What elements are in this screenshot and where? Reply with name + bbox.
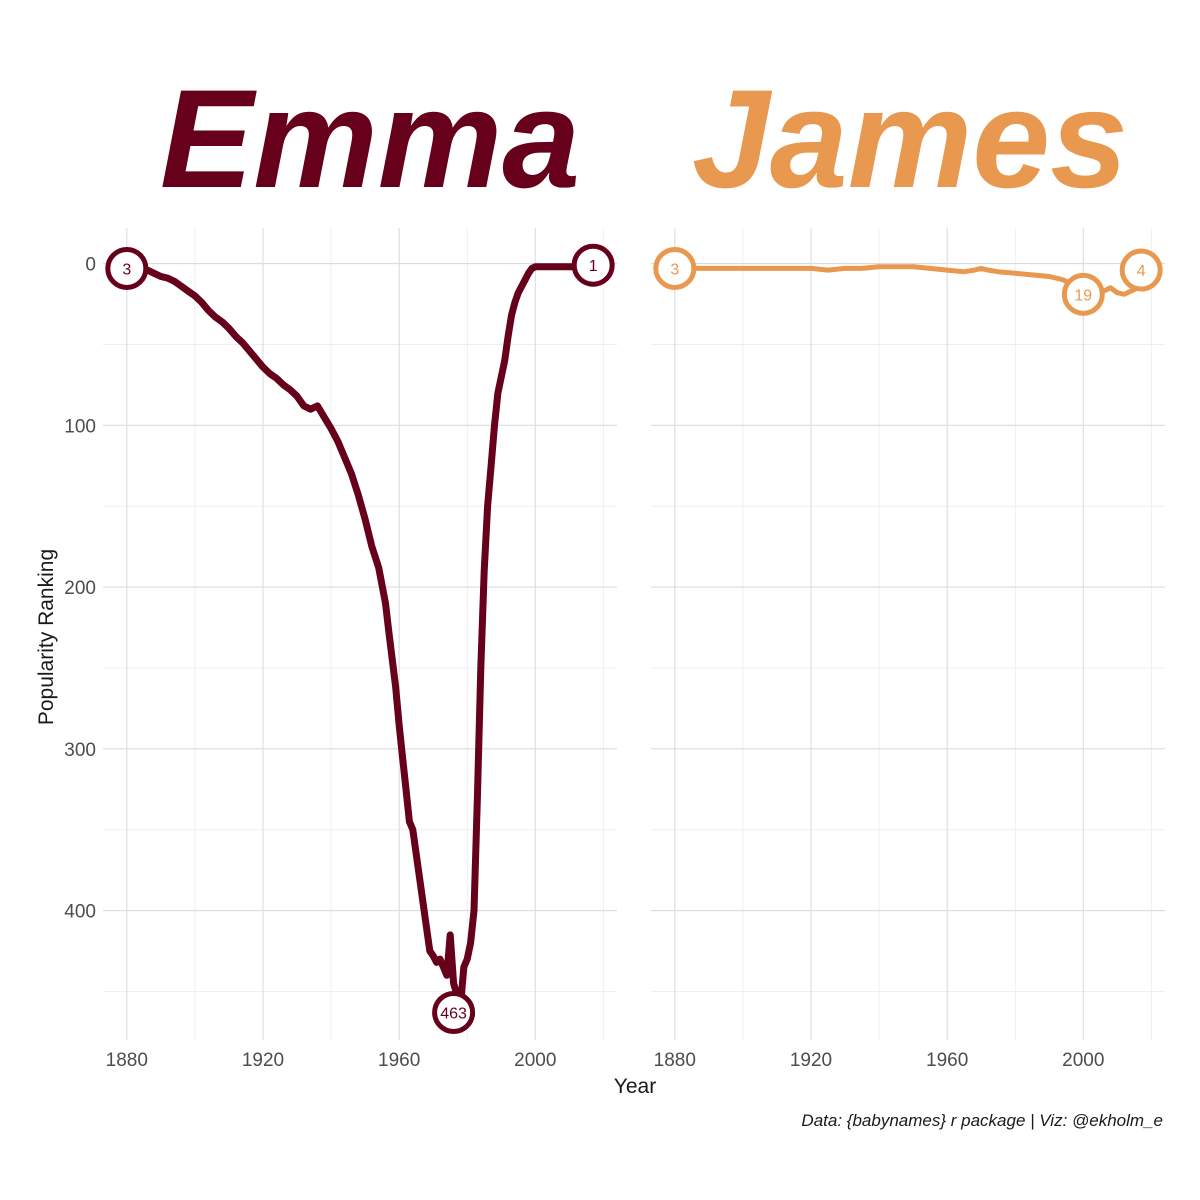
y-tick-label: 100 <box>64 416 96 437</box>
annotation-label: 19 <box>1074 287 1092 304</box>
emma-gridlines <box>103 228 617 1040</box>
annotation-marker <box>571 243 615 287</box>
x-tick-label: 1960 <box>926 1050 968 1071</box>
james-gridlines <box>651 228 1165 1040</box>
annotation-label: 3 <box>122 261 131 278</box>
james-panel: James 1880 1920 1960 2000 3 19 4 <box>651 60 1165 1071</box>
emma-x-ticks: 1880 1920 1960 2000 <box>106 1050 557 1071</box>
annotation-label: 463 <box>440 1006 467 1023</box>
x-tick-label: 1920 <box>790 1050 832 1071</box>
emma-title: Emma <box>160 60 580 217</box>
y-tick-label: 0 <box>85 255 96 276</box>
emma-panel: Emma 1880 1920 1960 2000 0 100 200 300 400 3 463… <box>64 60 617 1071</box>
annotation-label: 1 <box>589 258 598 275</box>
x-tick-label: 1880 <box>654 1050 696 1071</box>
caption: Data: {babynames} r package | Viz: @ekho… <box>801 1111 1163 1130</box>
y-tick-label: 200 <box>64 578 96 599</box>
annotation-marker <box>1061 272 1105 316</box>
y-tick-label: 400 <box>64 902 96 923</box>
annotation-label: 4 <box>1137 263 1146 280</box>
y-axis-title: Popularity Ranking <box>35 549 58 725</box>
annotation-marker <box>653 246 697 290</box>
annotation-marker <box>1119 248 1163 292</box>
james-series-line <box>672 264 1144 297</box>
x-tick-label: 1920 <box>242 1050 284 1071</box>
james-title: James <box>692 60 1128 217</box>
annotation-marker <box>432 991 476 1035</box>
x-tick-label: 1880 <box>106 1050 148 1071</box>
annotation-marker <box>105 246 149 290</box>
emma-y-ticks: 0 100 200 300 400 <box>64 255 96 923</box>
x-tick-label: 2000 <box>514 1050 556 1071</box>
y-tick-label: 300 <box>64 740 96 761</box>
x-tick-label: 1960 <box>378 1050 420 1071</box>
emma-series-line <box>123 261 597 1012</box>
annotation-label: 3 <box>670 261 679 278</box>
emma-markers: 3 463 1 <box>105 243 615 1035</box>
james-x-ticks: 1880 1920 1960 2000 <box>654 1050 1105 1071</box>
x-tick-label: 2000 <box>1062 1050 1104 1071</box>
james-markers: 3 19 4 <box>653 246 1163 316</box>
x-axis-title: Year <box>614 1075 656 1098</box>
